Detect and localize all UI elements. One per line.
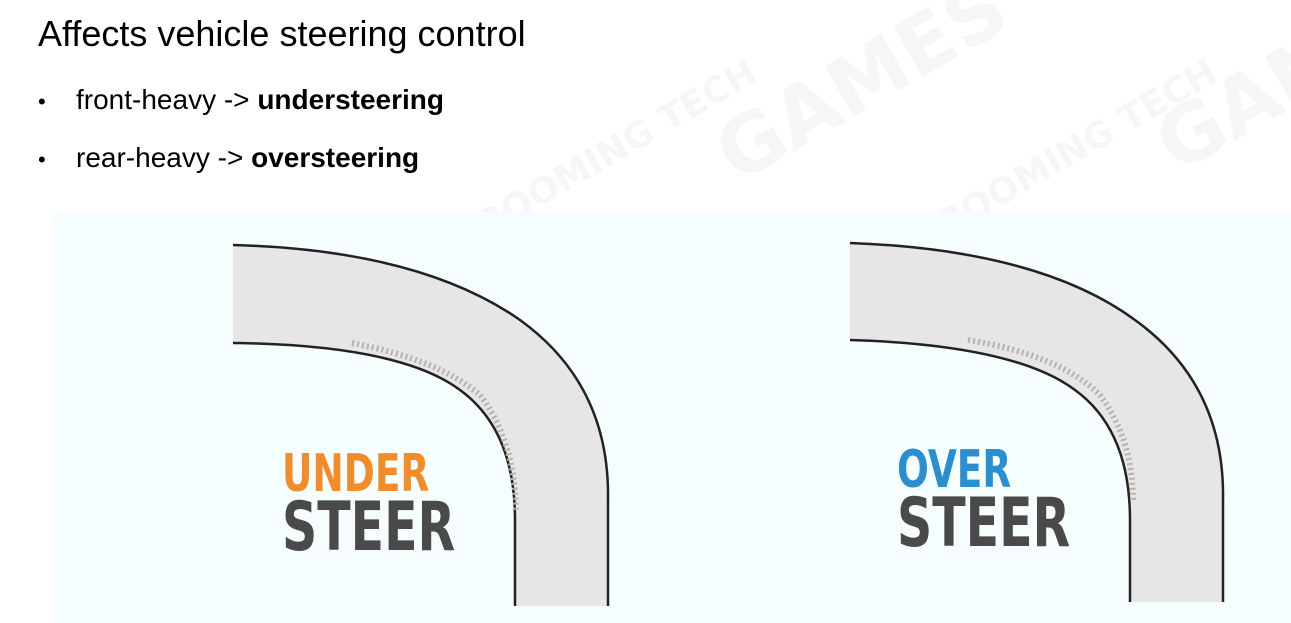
oversteer-label-top: OVER bbox=[897, 440, 1012, 500]
oversteer-road-surface bbox=[850, 243, 1224, 602]
bullet-text: rear-heavy -> bbox=[76, 142, 252, 173]
understeer-skid-mark bbox=[351, 340, 519, 513]
understeer-road-surface bbox=[233, 245, 609, 606]
oversteer-road-inner-edge bbox=[849, 338, 1132, 602]
bullet-list: • front-heavy -> understeering • rear-he… bbox=[38, 78, 444, 194]
understeer-road bbox=[232, 243, 610, 606]
understeer-label-bottom: STEER bbox=[282, 488, 456, 567]
bullet-emphasis: oversteering bbox=[251, 142, 420, 173]
bullet-text: front-heavy -> bbox=[76, 84, 258, 115]
bullet-oversteering: • rear-heavy -> oversteering bbox=[38, 136, 444, 180]
oversteer-road bbox=[849, 241, 1225, 602]
oversteer-road-outer-edge bbox=[849, 241, 1225, 602]
bullet-emphasis: understeering bbox=[257, 84, 445, 115]
oversteer-skid-mark bbox=[967, 337, 1136, 501]
bullet-understeering: • front-heavy -> understeering bbox=[38, 78, 444, 122]
bullet-marker: • bbox=[38, 147, 46, 172]
understeer-label-top: UNDER bbox=[282, 444, 430, 504]
page-heading: Affects vehicle steering control bbox=[38, 13, 526, 54]
bullet-marker: • bbox=[38, 89, 46, 114]
oversteer-label-bottom: STEER bbox=[897, 484, 1071, 563]
understeer-road-outer-edge bbox=[232, 243, 610, 606]
